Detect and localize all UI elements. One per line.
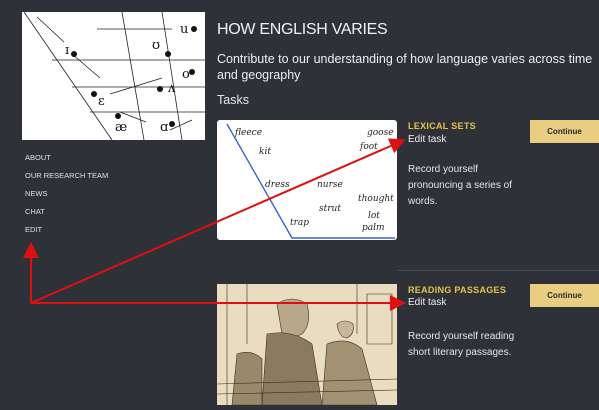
task-title: READING PASSAGES <box>408 285 506 295</box>
vowel-dot <box>91 91 97 97</box>
vowel-dot <box>169 121 175 127</box>
nav-link[interactable]: NEWS <box>25 189 48 198</box>
page-subtitle: Contribute to our understanding of how l… <box>217 51 599 83</box>
continue-button[interactable]: Continue <box>530 284 599 307</box>
nav-link[interactable]: CHAT <box>25 207 45 216</box>
task-description: Record yourself pronouncing a series of … <box>408 162 530 210</box>
vowel-symbol: ɑ <box>160 120 168 135</box>
nav-link[interactable]: ABOUT <box>25 153 51 162</box>
vowel-symbol: ʊ <box>152 38 160 53</box>
vowel-symbol: o <box>182 67 190 82</box>
task-title: LEXICAL SETS <box>408 121 476 131</box>
vowel-dot <box>189 69 195 75</box>
vowel-dot <box>71 51 77 57</box>
tasks-heading: Tasks <box>217 93 249 107</box>
task-description: Record yourself reading short literary p… <box>408 329 530 361</box>
page-title: HOW ENGLISH VARIES <box>217 21 387 39</box>
vowel-symbol: ɛ <box>98 94 105 109</box>
lexical-word: trap <box>290 218 309 228</box>
edit-task-link[interactable]: Edit task <box>408 134 446 145</box>
continue-button[interactable]: Continue <box>530 120 599 143</box>
lexical-word: nurse <box>317 180 343 190</box>
vowel-symbol: ɪ <box>65 43 69 58</box>
vowel-symbol: ʌ <box>167 81 176 96</box>
page: u ʊ o ɪ ʌ ɛæ ɑ ABOUT OUR RESEARCH TEAM NEWS CHAT E… <box>0 0 599 410</box>
edit-task-link[interactable]: Edit task <box>408 297 446 308</box>
lexical-word: lot <box>368 211 380 221</box>
vowel-dot <box>115 113 121 119</box>
lexical-word: goose <box>367 128 394 138</box>
vowel-symbol: u <box>180 22 188 37</box>
vowel-chart: u ʊ o ɪ ʌ ɛæ ɑ <box>22 12 205 140</box>
reading-passages-image <box>217 284 397 405</box>
lexical-word: kit <box>259 147 271 157</box>
lexical-word: foot <box>359 142 378 152</box>
vowel-dot <box>165 51 171 57</box>
lexical-word: palm <box>362 223 385 233</box>
lexical-word: dress <box>265 180 290 190</box>
lexical-word: fleece <box>234 128 262 138</box>
lexical-sets-image: fleece goose kit foot dress nurse thought strut… <box>217 120 397 240</box>
vowel-dot <box>157 86 163 92</box>
lexical-word: strut <box>319 204 341 214</box>
nav-link[interactable]: OUR RESEARCH TEAM <box>25 171 108 180</box>
separator <box>398 270 599 271</box>
lexical-word: thought <box>358 194 394 204</box>
vowel-dot <box>191 26 197 32</box>
vowel-chart-bg <box>22 12 205 140</box>
vowel-symbol: æ <box>115 120 127 135</box>
nav-link[interactable]: EDIT <box>25 225 42 234</box>
